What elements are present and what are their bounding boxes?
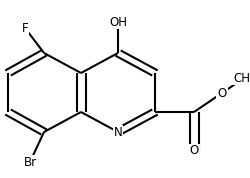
Text: O: O: [190, 145, 198, 158]
Text: OH: OH: [109, 15, 127, 28]
Text: F: F: [22, 22, 28, 35]
Text: O: O: [218, 87, 226, 100]
Text: Br: Br: [24, 156, 36, 169]
Text: CH₃: CH₃: [233, 72, 250, 85]
Text: N: N: [114, 125, 122, 138]
